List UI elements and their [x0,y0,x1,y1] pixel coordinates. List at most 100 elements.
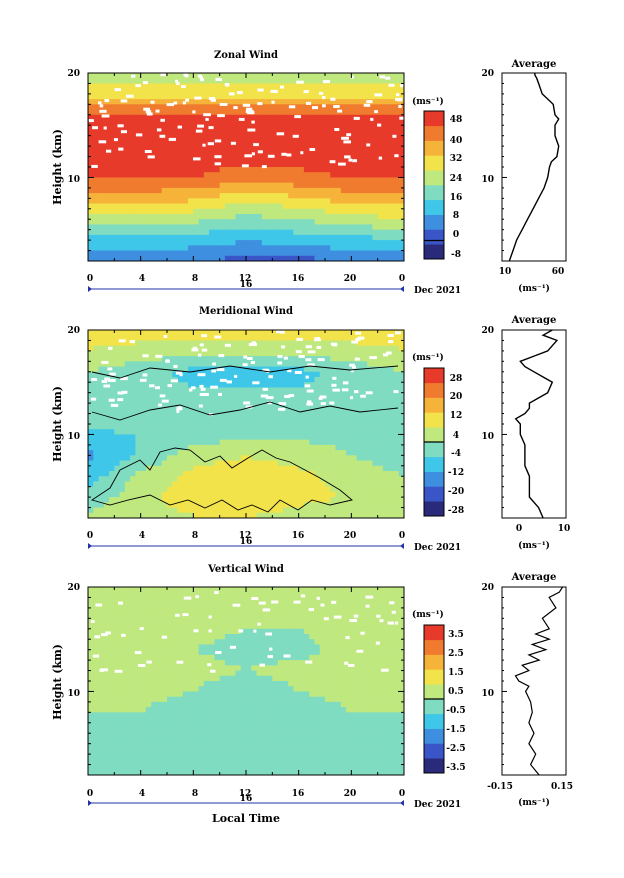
heatmap-cell [314,382,320,388]
meridional-cb-tick: -20 [448,487,464,497]
heatmap-cell [88,587,94,593]
heatmap-cell [267,461,273,467]
heatmap-cell [372,177,378,183]
heatmap-cell [362,204,368,210]
heatmap-cell [309,440,315,446]
heatmap-cell [120,251,126,257]
heatmap-cell [251,497,257,503]
colorbar-swatch [424,442,444,457]
heatmap-cell [125,136,131,142]
heatmap-cell [188,251,194,257]
heatmap-cell [93,330,99,336]
heatmap-cell [162,372,168,378]
heatmap-cell [362,177,368,183]
heatmap-cell [272,487,278,493]
heatmap-cell [141,115,147,121]
heatmap-cell [156,414,162,420]
heatmap-cell [114,78,120,84]
heatmap-cell [241,340,247,346]
heatmap-cell [146,183,152,189]
heatmap-cell [393,198,399,204]
heatmap-cell [267,476,273,482]
heatmap-cell [135,78,141,84]
heatmap-cell [372,157,378,163]
heatmap-cell [204,492,210,498]
heatmap-cell [141,592,147,598]
heatmap-cell [330,183,336,189]
missing-data-cell [104,99,109,102]
heatmap-cell [172,481,178,487]
heatmap-cell [114,455,120,461]
missing-data-cell [355,358,360,361]
heatmap-cell [278,162,284,168]
heatmap-cell [336,351,342,357]
missing-data-cell [197,125,204,128]
heatmap-cell [346,461,352,467]
missing-data-cell [355,332,361,335]
heatmap-cell [146,471,152,477]
heatmap-cell [251,471,257,477]
heatmap-cell [183,330,189,336]
missing-data-cell [198,373,206,376]
heatmap-cell [272,146,278,152]
heatmap-cell [278,445,284,451]
heatmap-cell [283,177,289,183]
missing-data-cell [211,370,216,373]
heatmap-cell [193,424,199,430]
heatmap-cell [299,130,305,136]
heatmap-cell [109,235,115,241]
heatmap-cell [109,466,115,472]
heatmap-cell [193,78,199,84]
heatmap-cell [246,330,252,336]
heatmap-cell [125,476,131,482]
heatmap-cell [283,125,289,131]
heatmap-cell [283,440,289,446]
heatmap-cell [183,587,189,593]
heatmap-cell [383,136,389,142]
heatmap-cell [278,198,284,204]
heatmap-cell [299,587,305,593]
heatmap-cell [125,167,131,173]
heatmap-cell [204,382,210,388]
heatmap-cell [99,508,105,514]
heatmap-cell [367,471,373,477]
zonal-avg-xtick: 10 [499,267,512,277]
heatmap-cell [251,167,257,173]
heatmap-cell [309,73,315,79]
heatmap-cell [262,455,268,461]
heatmap-cell [167,429,173,435]
heatmap-cell [141,434,147,440]
heatmap-cell [388,251,394,257]
heatmap-cell [214,125,220,131]
heatmap-cell [241,450,247,456]
heatmap-cell [367,110,373,116]
heatmap-cell [362,94,368,100]
missing-data-cell [354,117,360,120]
missing-data-cell [398,105,401,108]
heatmap-cell [357,251,363,257]
heatmap-cell [220,481,226,487]
heatmap-cell [272,172,278,178]
heatmap-cell [230,240,236,246]
heatmap-cell [362,434,368,440]
heatmap-cell [220,120,226,126]
heatmap-cell [278,214,284,220]
heatmap-cell [267,351,273,357]
heatmap-cell [141,193,147,199]
heatmap-cell [330,230,336,236]
heatmap-cell [125,83,131,89]
heatmap-cell [267,172,273,178]
heatmap-cell [393,110,399,116]
heatmap-cell [288,177,294,183]
heatmap-cell [262,330,268,336]
heatmap-cell [125,230,131,236]
heatmap-cell [93,188,99,194]
heatmap-cell [362,245,368,251]
heatmap-cell [183,120,189,126]
heatmap-cell [230,130,236,136]
heatmap-cell [336,130,342,136]
heatmap-cell [167,340,173,346]
heatmap-cell [193,481,199,487]
heatmap-cell [109,78,115,84]
heatmap-cell [262,115,268,121]
